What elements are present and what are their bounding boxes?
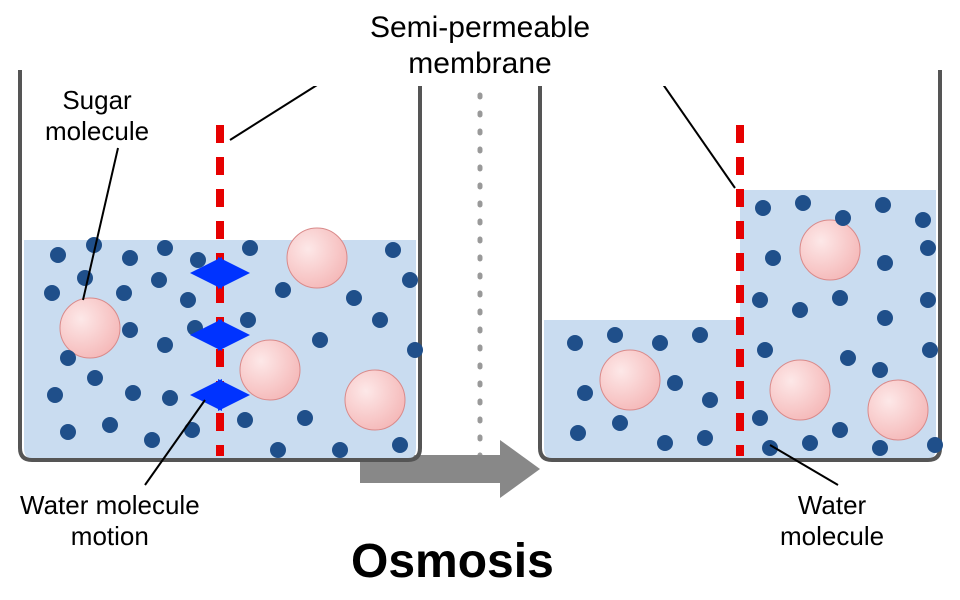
diagram-title: Osmosis (335, 530, 570, 593)
sugar-label: Sugarmolecule (45, 85, 149, 147)
water-motion-label: Water moleculemotion (20, 490, 200, 552)
water-label: Watermolecule (780, 490, 884, 552)
membrane-label: Semi-permeablemembrane (280, 6, 680, 86)
beaker-right (540, 70, 943, 460)
